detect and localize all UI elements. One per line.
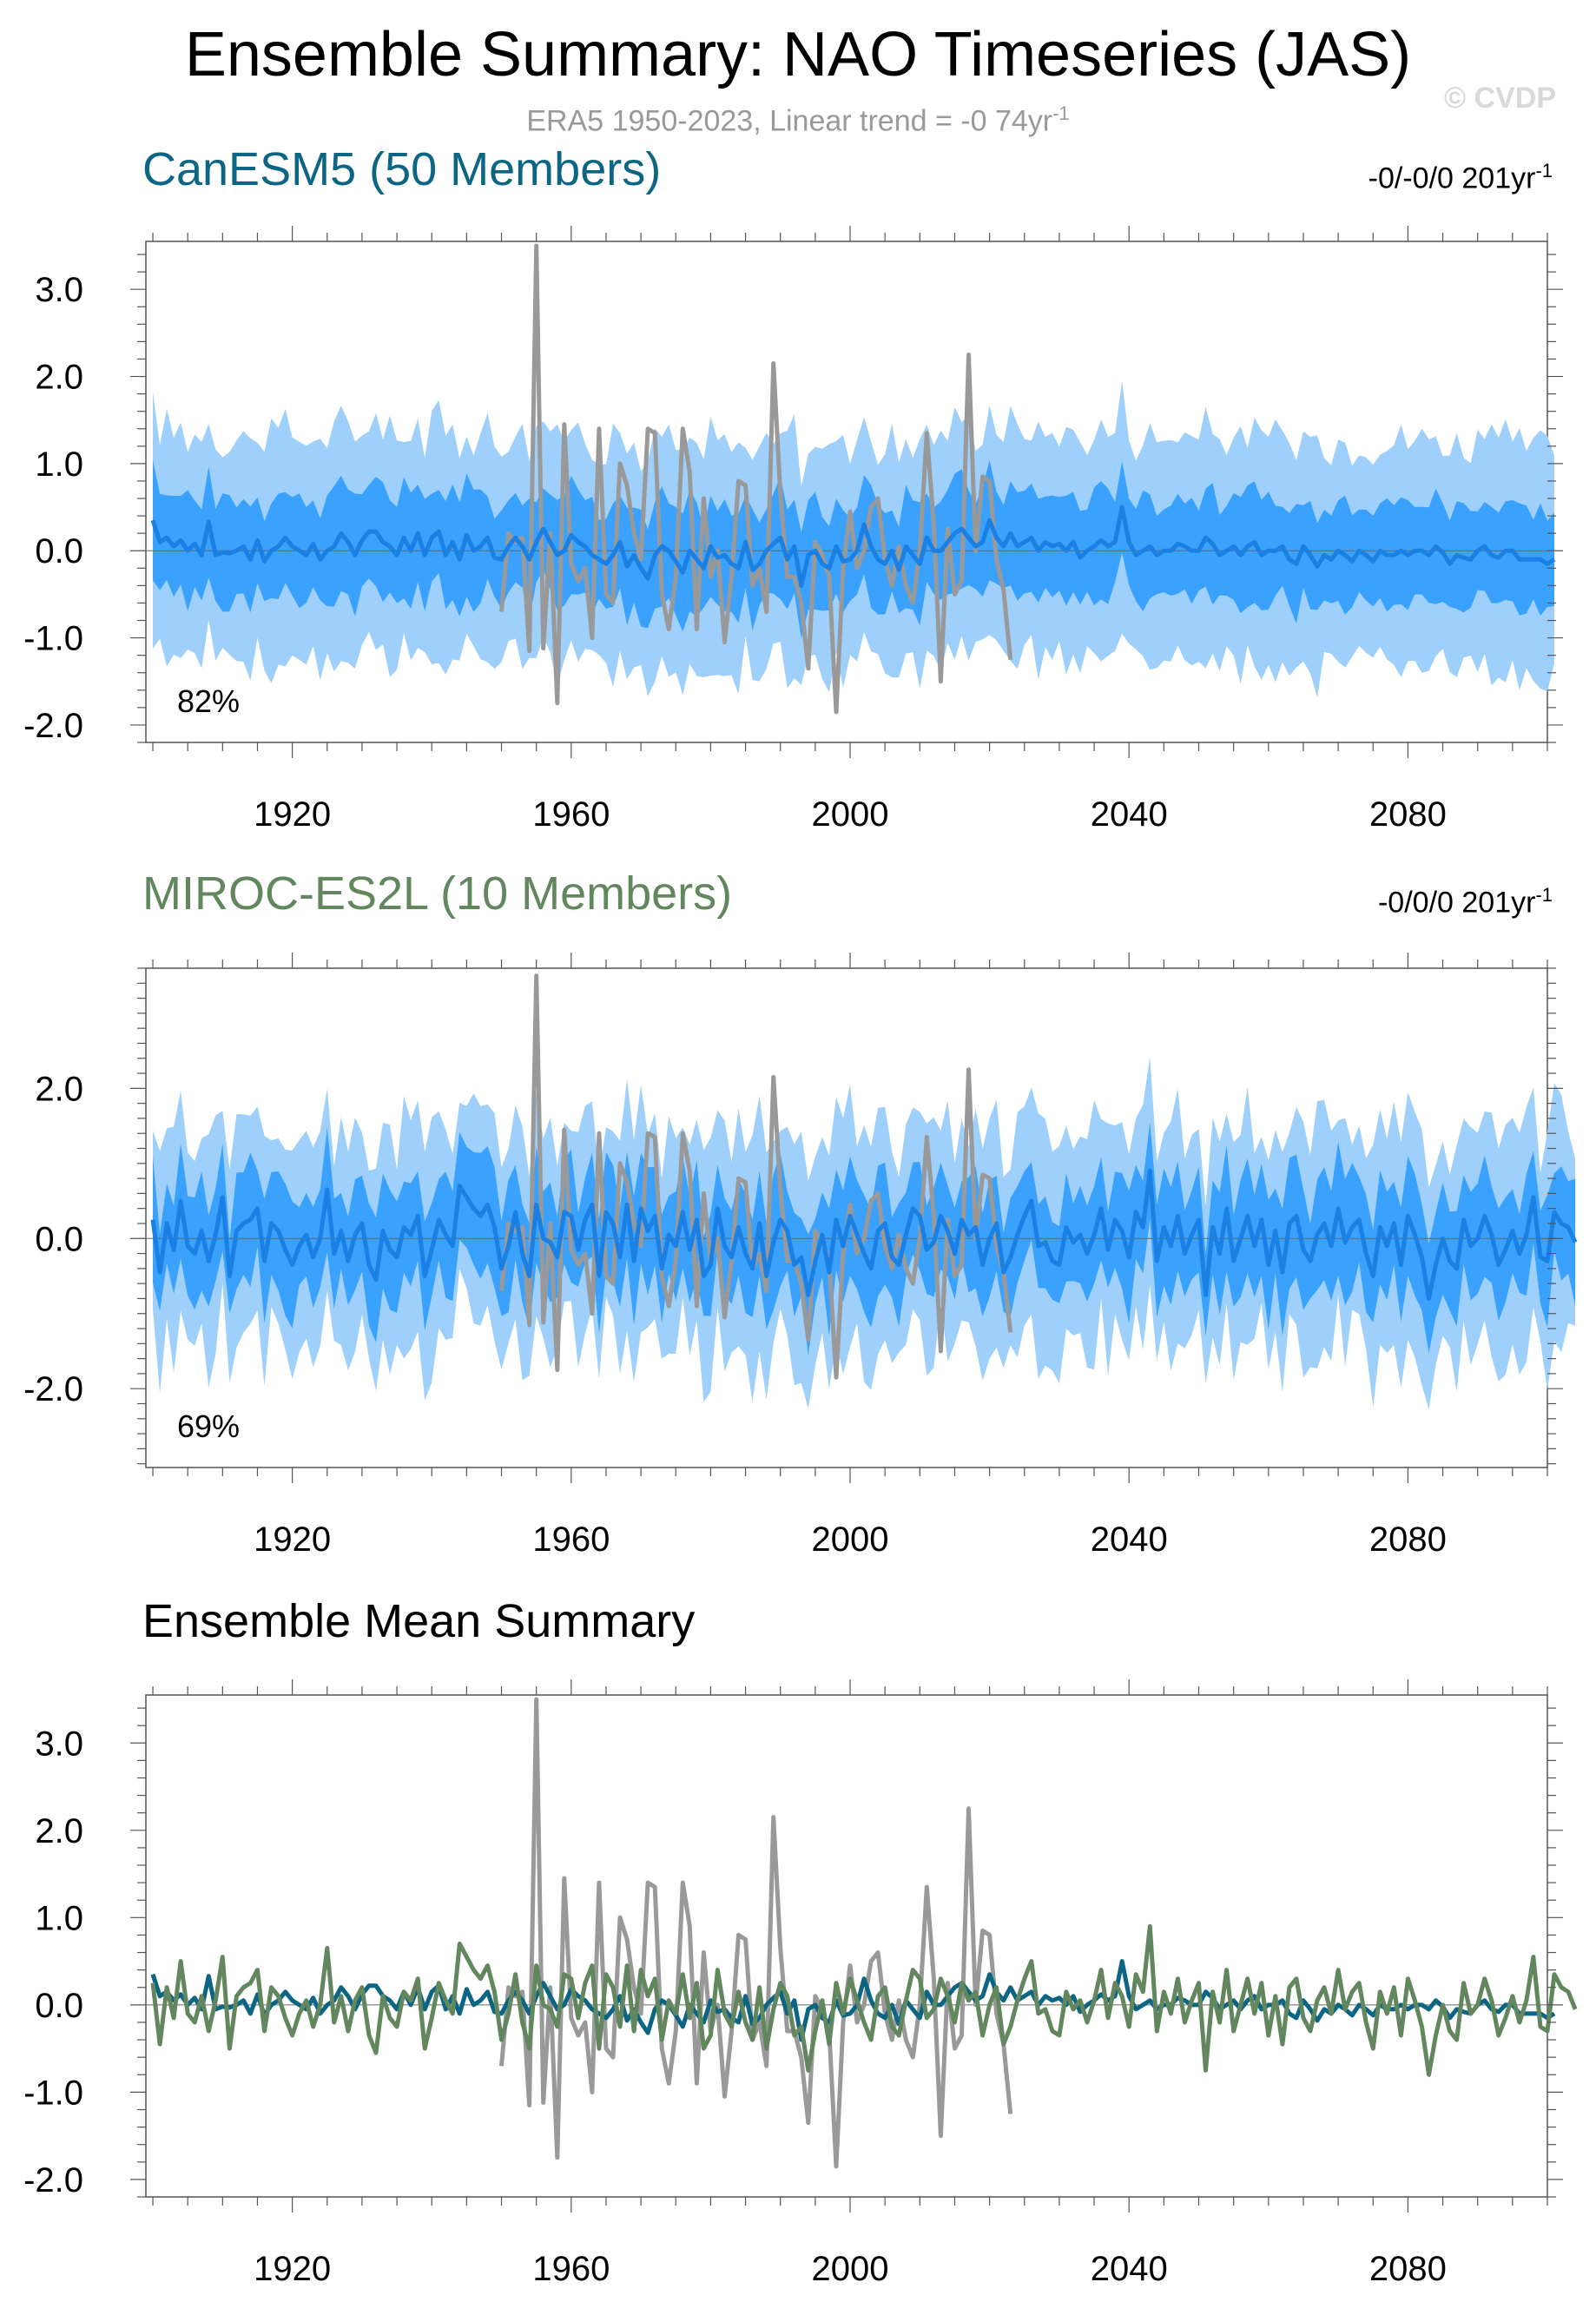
y-tick-label: 2.0 bbox=[35, 1070, 83, 1108]
y-tick-label: 0.0 bbox=[35, 1220, 83, 1258]
percent-label-miroc: 69% bbox=[177, 1408, 241, 1444]
plot-frame bbox=[145, 1694, 1548, 2198]
trend-exponent: -1 bbox=[1535, 884, 1553, 906]
y-tick-label: 1.0 bbox=[35, 1899, 83, 1937]
y-tick-label: 0.0 bbox=[35, 1987, 83, 2025]
page-subtitle: ERA5 1950-2023, Linear trend = -0 74yr-1 bbox=[0, 102, 1596, 138]
series-line-ens_mean bbox=[150, 1169, 1578, 1301]
panel-title-canesm5: CanESM5 (50 Members) bbox=[142, 143, 662, 195]
x-tick-label: 2080 bbox=[1369, 795, 1447, 834]
y-tick-label: -2.0 bbox=[23, 2161, 83, 2200]
trend-exponent: -1 bbox=[1535, 160, 1553, 181]
series-line-era5 bbox=[499, 973, 1013, 1380]
x-tick-label: 2000 bbox=[812, 1520, 889, 1559]
x-tick-label: 1960 bbox=[532, 795, 610, 834]
x-tick-label: 2040 bbox=[1091, 2250, 1168, 2288]
x-tick-label: 1920 bbox=[254, 2250, 331, 2288]
x-tick-label: 2080 bbox=[1369, 2250, 1447, 2288]
x-tick-label: 1920 bbox=[254, 1520, 331, 1559]
y-tick-label: 3.0 bbox=[35, 271, 83, 309]
y-tick-label: 3.0 bbox=[35, 1725, 83, 1763]
y-tick-label: -2.0 bbox=[23, 707, 83, 745]
percent-label-canesm5: 82% bbox=[177, 683, 241, 719]
y-tick-label: -1.0 bbox=[23, 620, 83, 658]
y-tick-label: 0.0 bbox=[35, 532, 83, 571]
trend-text: -0/0/0 201yr bbox=[1377, 886, 1536, 920]
series-line-miroc bbox=[150, 1923, 1578, 2077]
trend-label-miroc: -0/0/0 201yr-1 bbox=[1378, 884, 1553, 920]
trend-label-canesm5: -0/-0/0 201yr-1 bbox=[1368, 160, 1553, 195]
y-tick-label: 2.0 bbox=[35, 1812, 83, 1850]
y-tick-label: 1.0 bbox=[35, 445, 83, 484]
x-tick-label: 1960 bbox=[532, 1520, 610, 1559]
series-line-era5 bbox=[499, 1697, 1013, 2169]
x-tick-label: 2000 bbox=[812, 795, 889, 834]
x-tick-label: 2040 bbox=[1091, 795, 1168, 834]
series-line-canesm5 bbox=[150, 1959, 1556, 2042]
x-tick-label: 2000 bbox=[812, 2250, 889, 2288]
x-tick-label: 2080 bbox=[1369, 1520, 1447, 1559]
panel-title-miroc: MIROC-ES2L (10 Members) bbox=[142, 867, 733, 920]
cvdp-watermark: © CVDP bbox=[1444, 82, 1556, 115]
page-title: Ensemble Summary: NAO Timeseries (JAS) bbox=[184, 20, 1412, 89]
subtitle-exponent: -1 bbox=[1052, 102, 1070, 124]
y-tick-label: -1.0 bbox=[23, 2074, 83, 2112]
series-line-ens_mean bbox=[150, 505, 1556, 588]
y-tick-label: -2.0 bbox=[23, 1370, 83, 1408]
series-line-era5 bbox=[499, 243, 1013, 715]
x-tick-label: 1960 bbox=[532, 2250, 610, 2288]
x-tick-label: 2040 bbox=[1091, 1520, 1168, 1559]
x-tick-label: 1920 bbox=[254, 795, 331, 834]
subtitle-text: ERA5 1950-2023, Linear trend = -0 74yr bbox=[526, 104, 1053, 138]
y-tick-label: 2.0 bbox=[35, 359, 83, 397]
panel-title-ensemble-mean: Ensemble Mean Summary bbox=[142, 1595, 696, 1647]
trend-text: -0/-0/0 201yr bbox=[1368, 162, 1536, 195]
